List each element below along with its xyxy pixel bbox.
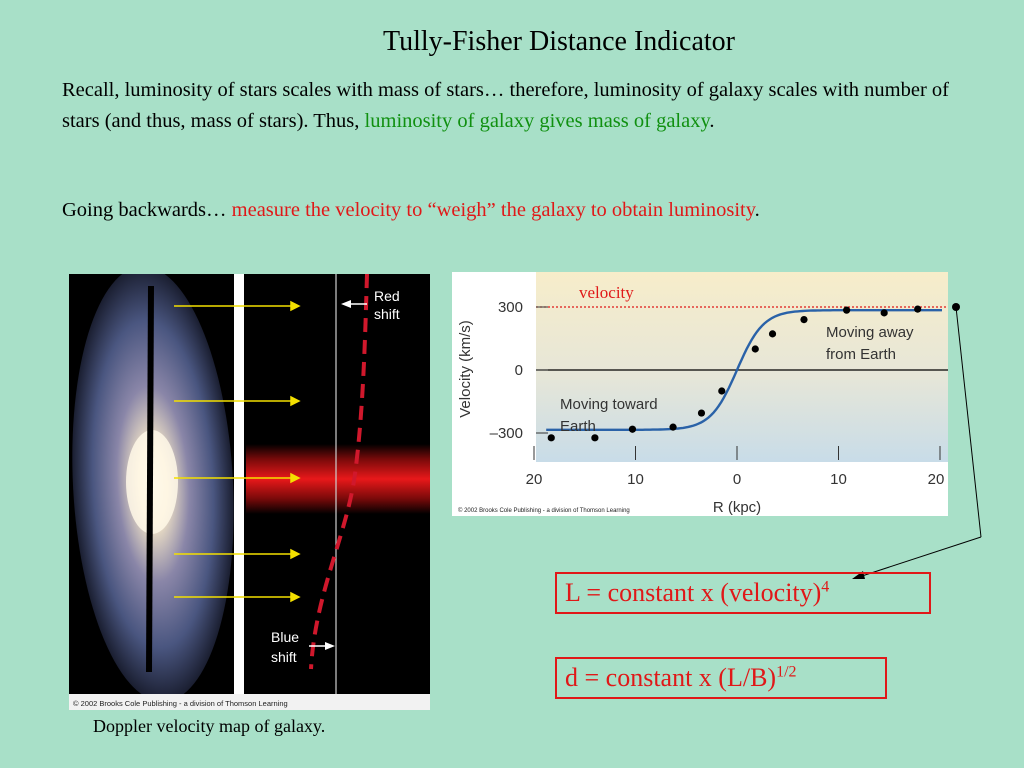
y-axis: 300 0 –300 [490,299,548,442]
yellow-arrowhead-1 [290,300,301,312]
data-point [768,330,777,338]
data-point [591,434,599,442]
blue-shift-label-2: shift [271,649,297,665]
away-label-2: from Earth [826,346,896,363]
data-point [914,305,922,313]
intro-paragraph: Recall, luminosity of stars scales with … [62,75,962,137]
connector-line-2 [861,536,982,577]
data-point [880,309,888,317]
blue-shift-label-1: Blue [271,629,299,645]
rotation-curve-chart: velocity 300 0 –300 20 10 0 10 20 Moving towar… [452,272,948,516]
toward-label-1: Moving toward [560,396,658,413]
spectrum-red-band [246,444,430,514]
data-point [718,387,726,395]
y-tick-label: 300 [498,299,523,316]
toward-label-2: Earth [560,418,596,435]
data-point [751,345,759,353]
slide-title: Tully-Fisher Distance Indicator [382,26,736,57]
chart-edge-point [952,303,960,311]
intro-text: Recall, luminosity of stars scales with … [62,79,950,132]
velocity-annotation: velocity [579,283,634,302]
x-tick-label: 10 [627,471,644,488]
galaxy-doppler-svg: Red shift Blue shift © 2002 Brooks Cole … [69,274,430,710]
luminosity-equation: L = constant x (velocity) [565,578,822,607]
backwards-text: Going backwards… [62,199,232,221]
yellow-arrows [174,300,301,603]
distance-equation-box: d = constant x (L/B)1/2 [555,657,887,699]
data-point [628,425,637,433]
distance-exponent: 1/2 [776,663,797,681]
galaxy-doppler-figure: Red shift Blue shift © 2002 Brooks Cole … [69,274,430,710]
data-points [547,305,922,442]
backwards-highlight: measure the velocity to “weigh” the gala… [231,199,755,221]
chart-copyright: © 2002 Brooks Cole Publishing - a divisi… [458,507,630,514]
galaxy-copyright-strip [69,694,430,710]
y-tick-label: 0 [515,362,523,379]
x-tick-label: 20 [526,471,543,488]
connector-line-1 [955,306,982,538]
yellow-arrowhead-3 [290,472,301,484]
luminosity-exponent: 4 [821,578,830,596]
data-point [697,409,706,417]
data-point [843,306,851,314]
yellow-arrowhead-4 [290,548,301,560]
data-point [669,423,677,431]
x-tick-label: 0 [733,471,741,488]
backwards-end: . [754,199,760,221]
yellow-arrowhead-2 [290,395,301,407]
x-axis-label: R (kpc) [713,499,761,516]
x-axis: 20 10 0 10 20 [526,446,945,488]
doppler-curve [309,274,369,670]
x-tick-label: 10 [830,471,847,488]
y-axis-label: Velocity (km/s) [457,320,474,418]
away-label-1: Moving away [826,324,914,341]
y-tick-label: –300 [490,425,523,442]
red-shift-arrowhead [341,300,351,308]
x-tick-label: 20 [928,471,945,488]
data-point [547,434,555,442]
luminosity-equation-box: L = constant x (velocity)4 [555,572,931,614]
yellow-arrowhead-5 [290,591,301,603]
spectrum-slit-bar [234,274,244,694]
intro-highlight: luminosity of galaxy gives mass of galax… [364,110,710,132]
backwards-paragraph: Going backwards… measure the velocity to… [62,199,982,222]
blue-shift-arrowhead [325,642,335,650]
galaxy-copyright: © 2002 Brooks Cole Publishing - a divisi… [73,699,288,708]
intro-end: . [709,110,715,132]
rotation-curve-line [546,309,942,431]
data-point [800,316,808,324]
red-shift-label-2: shift [374,306,400,322]
distance-equation: d = constant x (L/B) [565,663,777,692]
figure-caption: Doppler velocity map of galaxy. [93,716,326,736]
red-shift-label-1: Red [374,288,400,304]
rotation-curve-svg: velocity 300 0 –300 20 10 0 10 20 Moving towar… [452,272,948,516]
slit-line [146,285,154,673]
